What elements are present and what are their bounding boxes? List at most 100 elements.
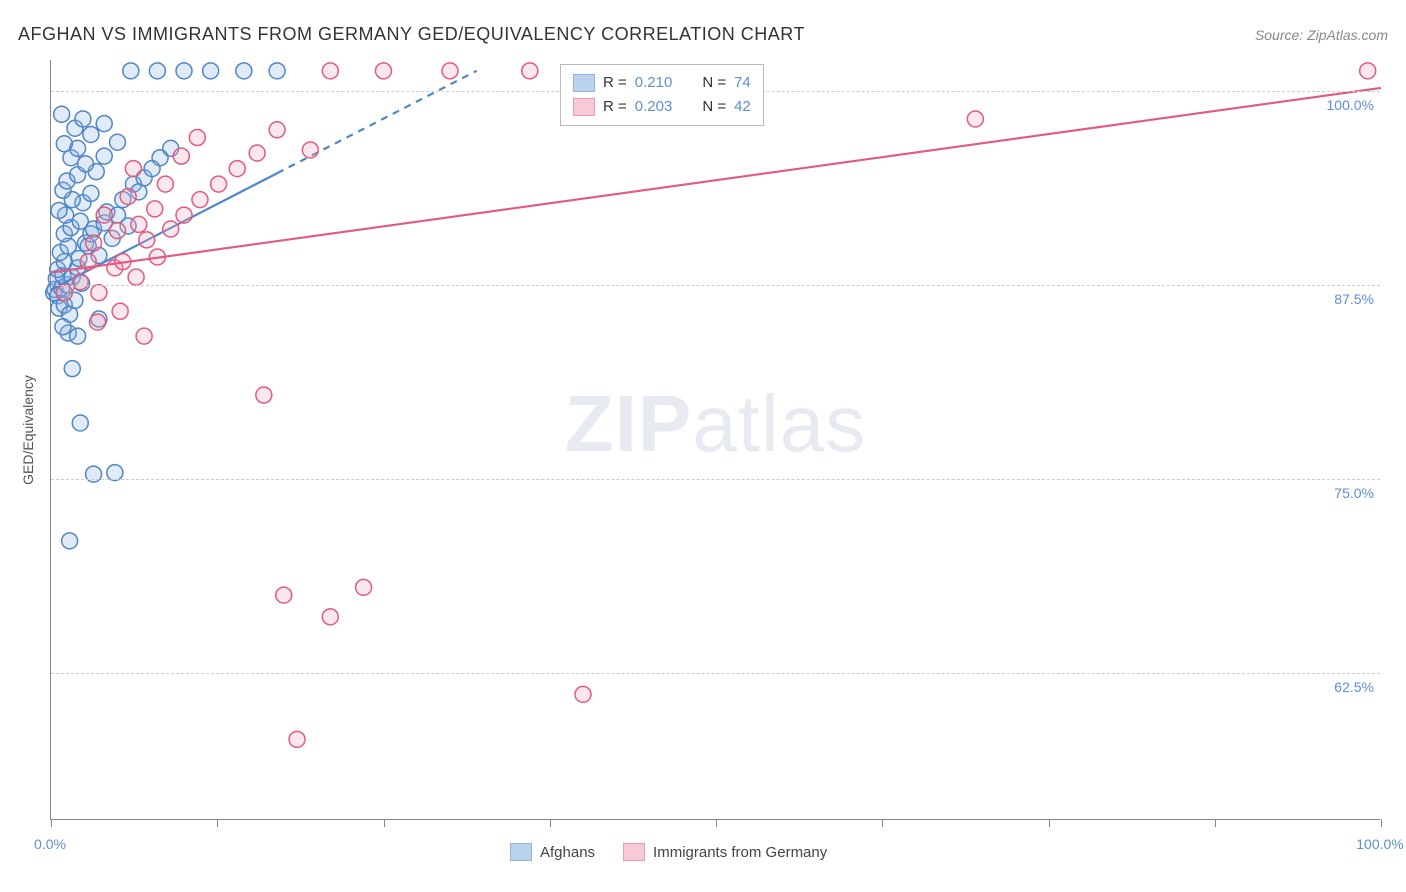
scatter-point-germany [256,387,272,403]
x-tick [1215,819,1216,827]
scatter-point-afghans [64,361,80,377]
scatter-point-afghans [78,156,94,172]
n-value-afghans: 74 [734,71,751,95]
swatch-afghans-bottom [510,843,532,861]
scatter-point-afghans [123,63,139,79]
stats-legend: R = 0.210N = 74R = 0.203 N = 42 [560,64,764,126]
scatter-point-germany [96,207,112,223]
r-label: R = [603,71,627,95]
scatter-point-germany [1360,63,1376,79]
scatter-point-germany [173,148,189,164]
r-label: R = [603,95,627,119]
scatter-point-afghans [149,63,165,79]
swatch-afghans [573,74,595,92]
scatter-point-germany [276,587,292,603]
x-tick-label: 100.0% [1356,836,1403,852]
y-tick-label: 87.5% [1334,291,1374,307]
chart-title: AFGHAN VS IMMIGRANTS FROM GERMANY GED/EQ… [18,24,805,45]
y-tick-label: 100.0% [1327,97,1374,113]
n-label: N = [702,71,726,95]
n-label: N = [702,95,726,119]
scatter-point-afghans [203,63,219,79]
scatter-point-germany [110,223,126,239]
x-tick [384,819,385,827]
scatter-point-germany [91,285,107,301]
scatter-point-germany [189,130,205,146]
scatter-point-afghans [75,111,91,127]
plot-area: ZIPatlas 62.5%75.0%87.5%100.0% [50,60,1380,820]
scatter-point-germany [211,176,227,192]
scatter-point-germany [90,314,106,330]
scatter-point-afghans [72,415,88,431]
scatter-point-germany [86,235,102,251]
scatter-point-germany [442,63,458,79]
x-tick [1049,819,1050,827]
legend-label-germany: Immigrants from Germany [653,844,827,861]
x-tick-label: 0.0% [34,836,66,852]
legend-item-germany: Immigrants from Germany [623,843,827,861]
legend-item-afghans: Afghans [510,843,595,861]
scatter-point-germany [56,285,72,301]
scatter-point-germany [575,686,591,702]
legend-label-afghans: Afghans [540,844,595,861]
scatter-point-germany [376,63,392,79]
scatter-point-germany [269,122,285,138]
scatter-point-afghans [54,106,70,122]
swatch-germany-bottom [623,843,645,861]
scatter-point-germany [302,142,318,158]
chart-svg [51,60,1380,819]
scatter-point-afghans [110,134,126,150]
gridline [51,673,1380,674]
scatter-point-afghans [83,126,99,142]
r-value-germany: 0.203 [635,95,673,119]
scatter-point-afghans [96,148,112,164]
y-tick-label: 75.0% [1334,485,1374,501]
y-tick-label: 62.5% [1334,679,1374,695]
scatter-point-germany [157,176,173,192]
scatter-point-afghans [70,328,86,344]
scatter-point-germany [967,111,983,127]
scatter-point-afghans [236,63,252,79]
scatter-point-germany [139,232,155,248]
scatter-point-germany [176,207,192,223]
x-tick [1381,819,1382,827]
scatter-point-germany [192,192,208,208]
scatter-point-afghans [62,533,78,549]
scatter-point-germany [249,145,265,161]
swatch-germany [573,98,595,116]
scatter-point-germany [136,328,152,344]
scatter-point-germany [322,609,338,625]
x-tick [550,819,551,827]
x-tick [217,819,218,827]
x-tick [51,819,52,827]
scatter-point-germany [356,579,372,595]
scatter-point-germany [72,274,88,290]
bottom-legend: Afghans Immigrants from Germany [510,843,827,861]
gridline [51,285,1380,286]
scatter-point-afghans [96,116,112,132]
scatter-point-germany [229,161,245,177]
scatter-point-germany [131,216,147,232]
scatter-point-germany [112,303,128,319]
x-tick [882,819,883,827]
n-value-germany: 42 [734,95,751,119]
gridline [51,479,1380,480]
stats-row-germany: R = 0.203 N = 42 [573,95,751,119]
scatter-point-germany [322,63,338,79]
scatter-point-germany [522,63,538,79]
scatter-point-germany [147,201,163,217]
y-axis-title: GED/Equivalency [20,375,36,485]
x-tick [716,819,717,827]
scatter-point-germany [125,161,141,177]
scatter-point-afghans [51,202,67,218]
scatter-point-afghans [176,63,192,79]
scatter-point-germany [289,731,305,747]
scatter-point-germany [120,188,136,204]
scatter-point-afghans [55,319,71,335]
scatter-point-afghans [83,185,99,201]
stats-row-afghans: R = 0.210N = 74 [573,71,751,95]
source-label: Source: ZipAtlas.com [1255,27,1388,43]
scatter-point-afghans [56,136,72,152]
scatter-point-germany [128,269,144,285]
scatter-point-germany [163,221,179,237]
